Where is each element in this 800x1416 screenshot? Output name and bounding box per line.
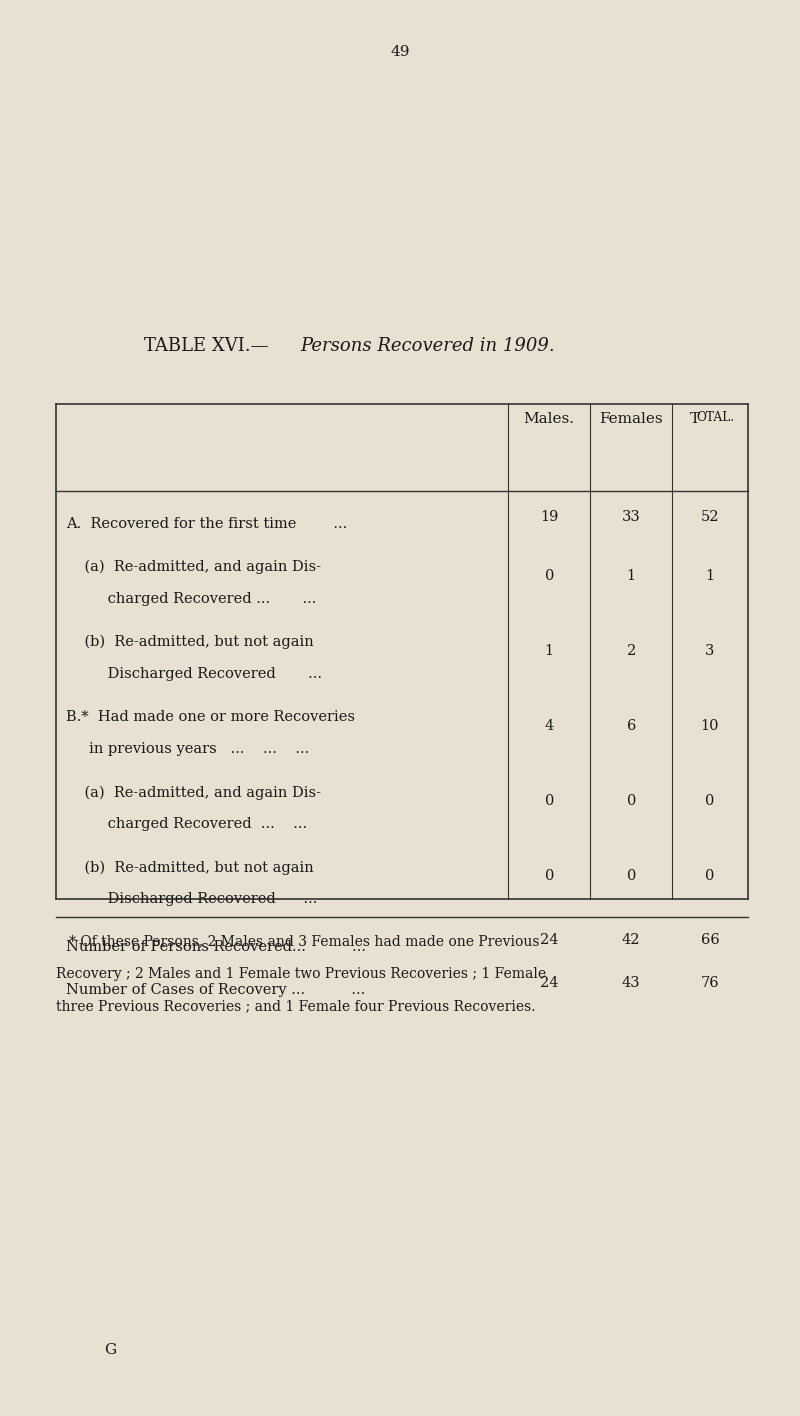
Text: 0: 0 — [706, 869, 714, 884]
Text: T: T — [690, 412, 700, 426]
Text: 2: 2 — [626, 644, 636, 658]
Text: Recovery ; 2 Males and 1 Female two Previous Recoveries ; 1 Female: Recovery ; 2 Males and 1 Female two Prev… — [56, 967, 546, 981]
Text: Discharged Recovered       ...: Discharged Recovered ... — [66, 667, 322, 681]
Text: 1: 1 — [626, 569, 636, 583]
Text: 24: 24 — [540, 976, 558, 990]
Text: 49: 49 — [390, 45, 410, 59]
Text: 66: 66 — [701, 933, 719, 946]
Text: 0: 0 — [545, 794, 554, 809]
Text: 6: 6 — [626, 719, 636, 733]
Text: A.  Recovered for the first time        ...: A. Recovered for the first time ... — [66, 517, 347, 531]
Text: 0: 0 — [626, 794, 636, 809]
Text: 24: 24 — [540, 933, 558, 946]
Text: 42: 42 — [622, 933, 641, 946]
Text: B.*  Had made one or more Recoveries: B.* Had made one or more Recoveries — [66, 711, 354, 724]
Text: 1: 1 — [545, 644, 554, 658]
Text: charged Recovered  ...    ...: charged Recovered ... ... — [66, 817, 306, 831]
Text: Persons Recovered in 1909.: Persons Recovered in 1909. — [300, 337, 554, 355]
Text: 0: 0 — [626, 869, 636, 884]
Text: TABLE XVI.—: TABLE XVI.— — [144, 337, 269, 355]
Text: Females: Females — [599, 412, 663, 426]
Text: Number of Persons Recovered...          ...: Number of Persons Recovered... ... — [66, 940, 366, 953]
Text: 0: 0 — [545, 569, 554, 583]
Text: 76: 76 — [701, 976, 719, 990]
Text: charged Recovered ...       ...: charged Recovered ... ... — [66, 592, 316, 606]
Text: 19: 19 — [540, 510, 558, 524]
Text: 0: 0 — [545, 869, 554, 884]
Text: in previous years   ...    ...    ...: in previous years ... ... ... — [66, 742, 309, 756]
Text: Number of Cases of Recovery ...          ...: Number of Cases of Recovery ... ... — [66, 983, 365, 997]
Text: 0: 0 — [706, 794, 714, 809]
Text: Males.: Males. — [524, 412, 574, 426]
Text: 33: 33 — [622, 510, 641, 524]
Text: 52: 52 — [701, 510, 719, 524]
Text: (b)  Re-admitted, but not again: (b) Re-admitted, but not again — [66, 634, 314, 650]
Text: Discharged Recovered      ...: Discharged Recovered ... — [66, 892, 317, 906]
Text: 4: 4 — [545, 719, 554, 733]
Text: * Of these Persons, 2 Males and 3 Females had made one Previous: * Of these Persons, 2 Males and 3 Female… — [56, 935, 539, 949]
Text: OTAL.: OTAL. — [696, 411, 734, 423]
Text: 43: 43 — [622, 976, 641, 990]
Text: 3: 3 — [706, 644, 714, 658]
Text: (b)  Re-admitted, but not again: (b) Re-admitted, but not again — [66, 861, 314, 875]
Text: three Previous Recoveries ; and 1 Female four Previous Recoveries.: three Previous Recoveries ; and 1 Female… — [56, 1000, 535, 1014]
Text: (a)  Re-admitted, and again Dis-: (a) Re-admitted, and again Dis- — [66, 559, 321, 575]
Text: 1: 1 — [706, 569, 714, 583]
Text: (a)  Re-admitted, and again Dis-: (a) Re-admitted, and again Dis- — [66, 784, 321, 800]
Text: G: G — [104, 1342, 116, 1357]
Text: 10: 10 — [701, 719, 719, 733]
